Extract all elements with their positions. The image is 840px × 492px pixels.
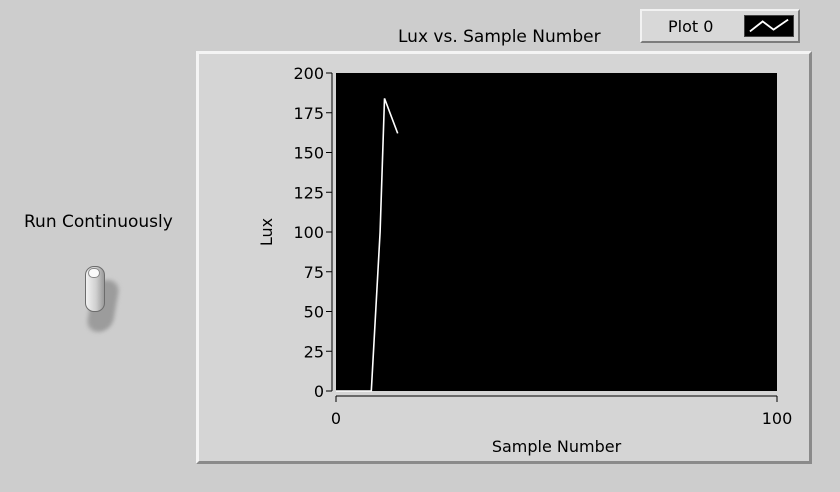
run-continuously-toggle[interactable]	[80, 262, 124, 334]
y-tick-label: 100	[293, 223, 324, 242]
series-line-plot-0	[336, 98, 399, 392]
chart-title: Lux vs. Sample Number	[398, 27, 601, 47]
y-tick-label: 175	[293, 104, 324, 123]
legend-label: Plot 0	[668, 17, 714, 36]
y-tick-label: 50	[304, 303, 324, 322]
x-tick-label: 0	[331, 409, 341, 428]
y-tick-label: 0	[314, 382, 324, 401]
y-tick-label: 25	[304, 342, 324, 361]
plot-legend[interactable]: Plot 0	[640, 9, 800, 43]
y-tick-label: 150	[293, 144, 324, 163]
x-tick-label: 100	[762, 409, 793, 428]
plot-line-icon	[744, 15, 794, 37]
y-tick-label: 75	[304, 263, 324, 282]
y-axis-label: Lux	[257, 218, 276, 246]
plot-area[interactable]	[336, 73, 777, 391]
toggle-label: Run Continuously	[24, 212, 173, 232]
x-axis-label: Sample Number	[492, 437, 622, 456]
toggle-tip	[88, 268, 100, 278]
y-tick-label: 200	[293, 64, 324, 83]
y-tick-label: 125	[293, 183, 324, 202]
